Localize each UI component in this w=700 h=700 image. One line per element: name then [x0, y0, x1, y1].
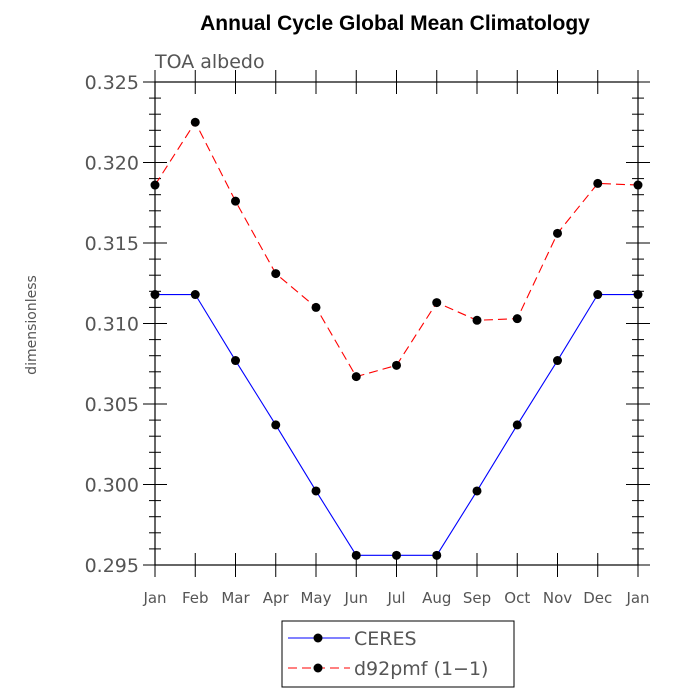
legend-marker — [313, 633, 323, 643]
data-point — [553, 228, 562, 238]
data-point — [512, 420, 522, 430]
x-tick-label: Jan — [625, 589, 649, 607]
data-point — [432, 298, 442, 308]
data-point — [392, 360, 401, 370]
data-point — [271, 269, 281, 279]
x-tick-label: Nov — [543, 589, 572, 607]
y-tick-label: 0.325 — [85, 72, 139, 94]
data-point — [190, 290, 200, 300]
y-tick-label: 0.295 — [85, 555, 139, 577]
x-tick-label: Aug — [422, 589, 451, 607]
series-line-0 — [155, 293, 638, 556]
x-tick-label: Jun — [344, 589, 368, 607]
data-point — [311, 486, 321, 496]
x-tick-label: Apr — [263, 589, 290, 607]
y-tick-label: 0.305 — [85, 394, 139, 416]
data-point — [593, 178, 603, 188]
x-tick-label: Feb — [182, 589, 209, 607]
data-point — [190, 117, 200, 127]
data-point — [150, 290, 160, 300]
legend-label: d92pmf (1−1) — [354, 658, 488, 680]
legend-box — [281, 620, 515, 688]
data-point — [351, 550, 361, 560]
data-point — [231, 356, 240, 366]
data-point — [633, 290, 643, 300]
y-tick-label: 0.300 — [85, 475, 139, 497]
y-axis-label: dimensionless — [24, 275, 40, 375]
legend-marker — [313, 663, 323, 673]
chart-title: Annual Cycle Global Mean Climatology — [200, 12, 590, 35]
x-tick-label: Sep — [463, 589, 491, 607]
series-line-1 — [154, 121, 639, 378]
x-tick-label: Mar — [221, 589, 250, 607]
y-tick-label: 0.320 — [85, 153, 139, 175]
data-point — [633, 180, 643, 190]
data-point — [150, 180, 160, 190]
legend-label: CERES — [354, 628, 417, 650]
data-point — [231, 196, 240, 206]
x-tick-label: May — [300, 589, 331, 607]
x-tick-label: Dec — [583, 589, 612, 607]
data-point — [593, 290, 603, 300]
chart-subtitle: TOA albedo — [154, 51, 265, 73]
plot-area: 0.295 0.300 0.305 0.310 0.315 0.320 0.325 Jan Fe… — [85, 70, 650, 607]
data-point — [351, 372, 361, 382]
x-tick-label: Jul — [386, 589, 405, 607]
data-point — [432, 550, 442, 560]
y-tick-label: 0.315 — [85, 233, 139, 255]
y-tick-label: 0.310 — [85, 314, 139, 336]
x-tick-label: Jan — [142, 589, 166, 607]
data-point — [392, 550, 401, 560]
data-point — [512, 314, 522, 324]
legend: CERES d92pmf (1−1) — [281, 620, 515, 688]
data-point — [553, 356, 562, 366]
data-point — [311, 302, 321, 312]
x-tick-label: Oct — [504, 589, 530, 607]
data-point — [472, 315, 482, 325]
data-point — [472, 486, 482, 496]
plot-frame — [154, 81, 639, 566]
data-point — [271, 420, 281, 430]
